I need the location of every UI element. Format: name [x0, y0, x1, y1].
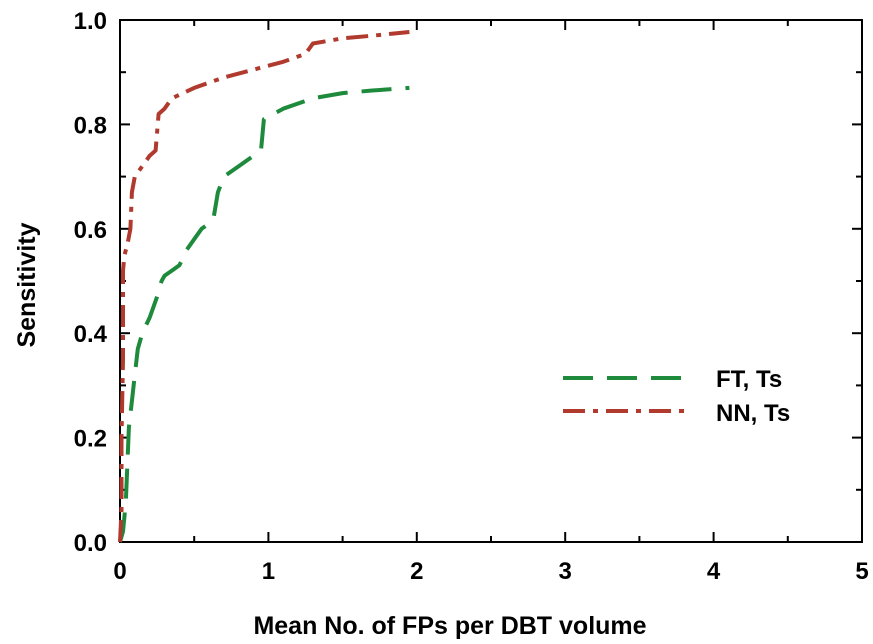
y-tick-label: 0.0: [74, 530, 107, 557]
x-tick-label: 2: [410, 558, 423, 585]
x-axis-title: Mean No. of FPs per DBT volume: [253, 612, 646, 640]
legend-label-ft-ts: FT, Ts: [716, 366, 782, 393]
y-tick-label: 1.0: [74, 8, 107, 35]
series-line-ft-ts: [118, 85, 410, 543]
x-tick-label: 0: [113, 558, 126, 585]
legend-label-nn-ts: NN, Ts: [716, 400, 790, 427]
series-line-nn-ts: [118, 30, 410, 543]
legend: FT, Ts NN, Ts: [563, 366, 790, 427]
plot-frame: [119, 19, 863, 543]
axis-ticks: 0 1 2 3 4 5 0.0 0.2 0.4 0.6 0.8 1.0: [74, 8, 869, 585]
y-tick-label: 0.4: [74, 321, 108, 348]
y-axis-title: Sensitivity: [13, 222, 41, 347]
y-tick-label: 0.8: [74, 112, 107, 139]
y-tick-label: 0.6: [74, 217, 107, 244]
x-tick-label: 4: [707, 558, 721, 585]
x-tick-label: 3: [559, 558, 572, 585]
x-tick-label: 5: [855, 558, 868, 585]
y-tick-label: 0.2: [74, 426, 107, 453]
x-tick-label: 1: [262, 558, 275, 585]
series-layer: [118, 30, 410, 543]
